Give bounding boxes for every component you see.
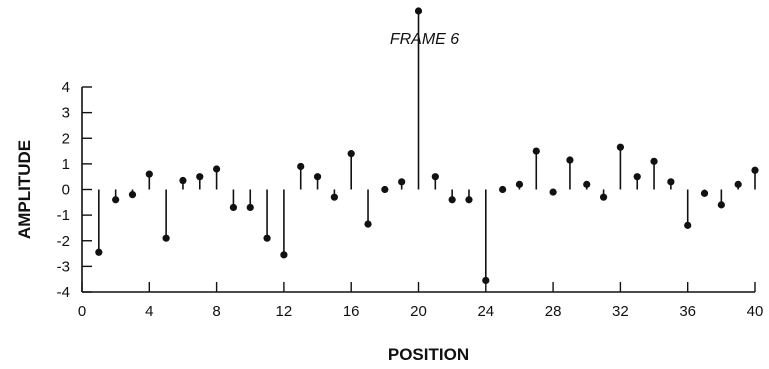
stem-marker [179,176,187,185]
stem-marker [313,173,322,181]
stem-marker [381,185,389,194]
stem-marker [95,248,103,256]
x-tick-label: 4 [145,303,153,320]
x-tick-label: 40 [747,303,764,320]
stem-marker [700,189,709,197]
y-tick-label: -3 [57,258,70,275]
y-axis-title: AMPLITUDE [15,140,34,239]
y-tick-label: -1 [57,207,70,224]
stem-marker [414,7,423,15]
stem-marker [616,143,625,151]
stem-marker [599,193,608,201]
stem-marker [465,196,473,204]
stem-marker [162,234,170,242]
stem-marker [566,156,574,164]
stem-marker [482,276,490,285]
stem-marker [330,193,338,201]
stem-marker [583,180,591,188]
annotation-frame-label: FRAME 6 [390,31,459,48]
stem-marker [112,196,120,204]
x-tick-label: 28 [545,303,562,320]
x-tick-label: 16 [343,303,360,320]
stem-marker [246,203,254,212]
stem-marker [734,180,742,188]
stem-marker [515,180,524,188]
y-tick-label: -4 [57,284,70,301]
stem-marker [364,220,372,228]
stem-marker [431,173,439,181]
y-tick-label: -2 [57,233,70,250]
stem-marker [263,234,271,242]
stem-marker [549,188,557,196]
x-tick-label: 24 [477,303,494,320]
stem-marker [398,178,406,186]
x-axis-title: POSITION [388,345,469,364]
stem-marker [280,251,288,259]
stem-marker [684,221,692,229]
stem-marker [145,170,153,178]
x-tick-label: 20 [410,303,427,320]
stems [95,7,759,285]
x-tick-label: 0 [78,303,86,320]
stem-marker [196,173,204,181]
stem-marker [229,203,238,212]
y-tick-label: 2 [62,130,70,147]
stem-marker [633,173,641,181]
y-tick-label: 3 [62,105,70,122]
y-tick-label: 4 [62,79,70,96]
stem-marker [128,191,137,199]
stem-marker [717,201,725,209]
y-tick-label: 1 [62,156,70,173]
x-tick-label: 8 [212,303,220,320]
stem-marker [347,150,355,158]
stem-marker [297,162,305,171]
x-ticks: 0 4 8 12 16 20 24 28 32 36 40 [78,282,764,320]
x-tick-label: 32 [612,303,629,320]
x-tick-label: 36 [679,303,696,320]
stem-marker [448,196,456,204]
stem-marker [532,147,540,155]
x-tick-label: 12 [276,303,293,320]
y-tick-label: 0 [62,182,70,199]
y-ticks: 4 3 2 1 0 -1 -2 -3 -4 [57,79,92,301]
stem-marker [751,166,759,174]
stem-marker [650,157,658,165]
stem-marker [499,185,507,194]
stem-marker [667,178,675,186]
stem-marker [213,165,221,173]
